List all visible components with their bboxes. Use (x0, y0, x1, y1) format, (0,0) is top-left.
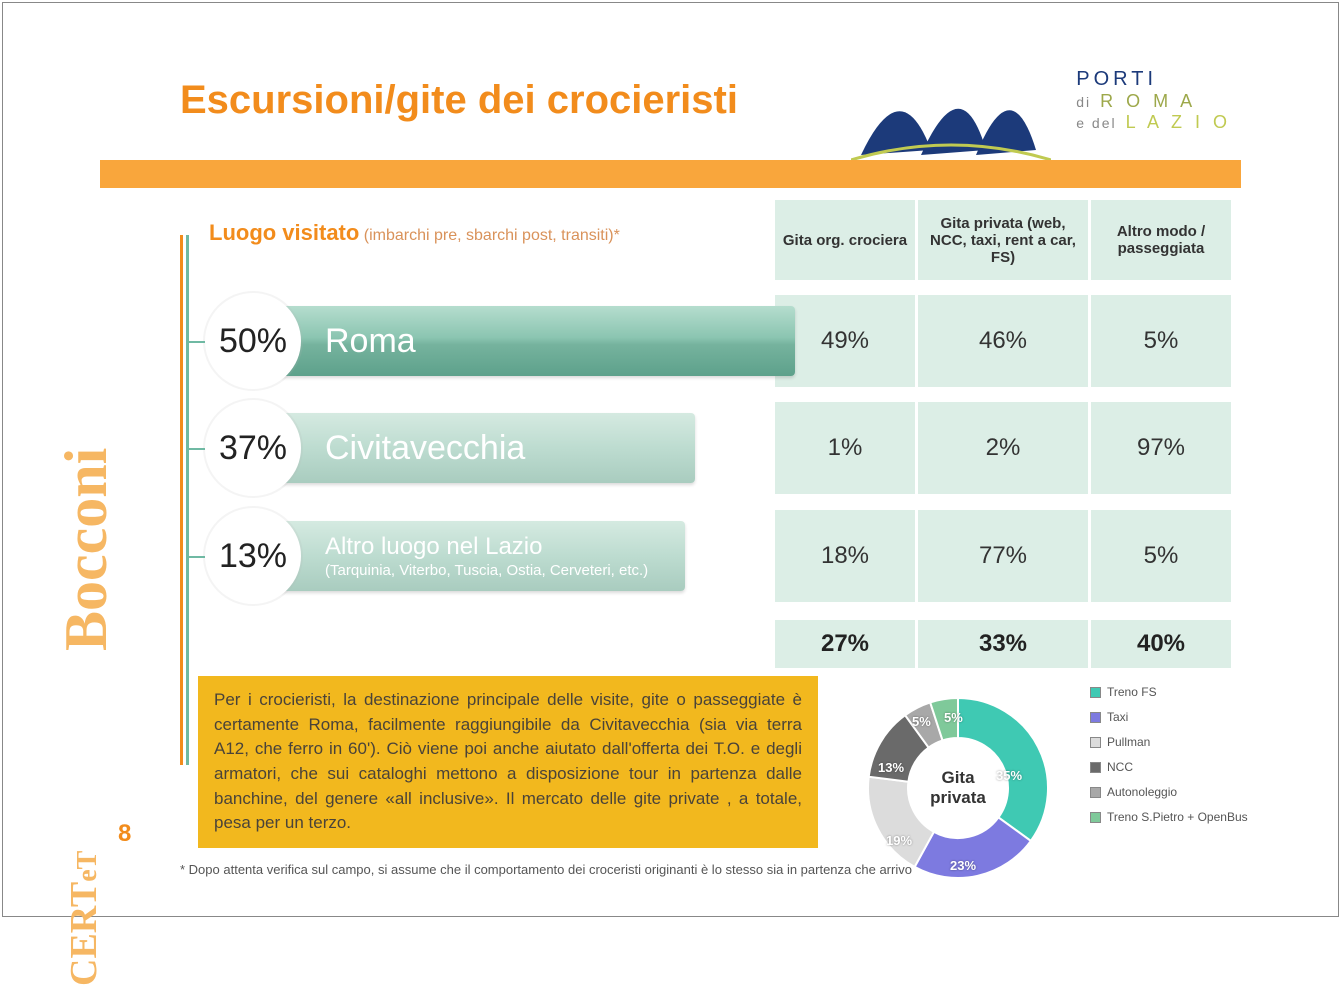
donut-legend: Treno FS Taxi Pullman NCC Autonoleggio Treno … (1090, 685, 1248, 835)
label-bocconi: Bocconi (52, 448, 121, 651)
data-cell: 97% (1091, 402, 1231, 494)
table-col3-header: Altro modo / passeggiata (1091, 200, 1231, 280)
footnote: * Dopo attenta verifica sul campo, si as… (180, 862, 912, 877)
legend-item: Pullman (1090, 735, 1248, 749)
bar-cell: Civitavecchia 37% (195, 408, 772, 488)
total-cell: 33% (918, 620, 1088, 668)
table-row: Civitavecchia 37% 1% 2% 97% (195, 402, 1231, 494)
data-cell: 2% (918, 402, 1088, 494)
decor-vertical-lines (172, 235, 192, 765)
bar-fill-altro: Altro luogo nel Lazio (Tarquinia, Viterb… (255, 521, 685, 591)
legend-label: Taxi (1107, 710, 1128, 724)
legend-label: Pullman (1107, 735, 1150, 749)
legend-swatch (1090, 812, 1101, 823)
page-number: 8 (118, 820, 131, 848)
donut-slice-label: 35% (996, 768, 1022, 783)
table-row: Altro luogo nel Lazio (Tarquinia, Viterb… (195, 510, 1231, 602)
data-cell: 1% (775, 402, 915, 494)
bar-fill-civitavecchia: Civitavecchia (255, 413, 695, 483)
logo-text: PORTI di R O M A e del L A Z I O (1076, 68, 1231, 133)
table-col2-header: Gita privata (web, NCC, taxi, rent a car… (918, 200, 1088, 280)
label-certet: CERTeT (62, 851, 106, 986)
table-totals-row: 27% 33% 40% (195, 620, 1231, 668)
sidebar-source-label: Bocconi CERTeT (92, 220, 172, 760)
legend-label: Treno FS (1107, 685, 1157, 699)
legend-swatch (1090, 712, 1101, 723)
legend-item: Treno FS (1090, 685, 1248, 699)
total-cell: 40% (1091, 620, 1231, 668)
bar-cell: Altro luogo nel Lazio (Tarquinia, Viterb… (195, 516, 772, 596)
donut-slice-label: 5% (912, 714, 931, 729)
data-cell: 46% (918, 295, 1088, 387)
bar-cell: Roma 50% (195, 301, 772, 381)
legend-item: Taxi (1090, 710, 1248, 724)
legend-item: Autonoleggio (1090, 785, 1248, 799)
data-cell: 18% (775, 510, 915, 602)
bar-fill-roma: Roma (255, 306, 795, 376)
donut-slice-label: 13% (878, 760, 904, 775)
donut-slice-label: 19% (886, 833, 912, 848)
data-cell: 77% (918, 510, 1088, 602)
donut-center-label: Gita privata (912, 742, 1004, 834)
legend-swatch (1090, 762, 1101, 773)
table-col1-header: Gita org. crociera (775, 200, 915, 280)
legend-swatch (1090, 687, 1101, 698)
legend-swatch (1090, 737, 1101, 748)
legend-label: NCC (1107, 760, 1133, 774)
logo-swoosh-icon (851, 60, 1051, 160)
logo-line1: PORTI (1076, 68, 1231, 91)
title-underline-bar (100, 160, 1241, 188)
total-cell: 27% (775, 620, 915, 668)
donut-chart: Gita privata 35% 23% 19% 13% 5% 5% (848, 678, 1068, 898)
legend-item: Treno S.Pietro + OpenBus (1090, 810, 1248, 824)
legend-swatch (1090, 787, 1101, 798)
pct-circle: 37% (205, 400, 301, 496)
table-header-row: Luogo visitato (imbarchi pre, sbarchi po… (195, 200, 1231, 280)
donut-slice-label: 5% (944, 710, 963, 725)
data-cell: 5% (1091, 295, 1231, 387)
legend-label: Autonoleggio (1107, 785, 1177, 799)
table-header-left: Luogo visitato (imbarchi pre, sbarchi po… (195, 200, 772, 280)
donut-slice-label: 23% (950, 858, 976, 873)
table-row: Roma 50% 49% 46% 5% (195, 295, 1231, 387)
legend-item: NCC (1090, 760, 1248, 774)
data-cell: 49% (775, 295, 915, 387)
legend-label: Treno S.Pietro + OpenBus (1107, 810, 1248, 824)
logo: PORTI di R O M A e del L A Z I O (851, 60, 1231, 165)
data-cell: 5% (1091, 510, 1231, 602)
description-box: Per i crocieristi, la destinazione princ… (198, 676, 818, 848)
slide-title: Escursioni/gite dei crocieristi (180, 78, 738, 123)
pct-circle: 50% (205, 293, 301, 389)
pct-circle: 13% (205, 508, 301, 604)
